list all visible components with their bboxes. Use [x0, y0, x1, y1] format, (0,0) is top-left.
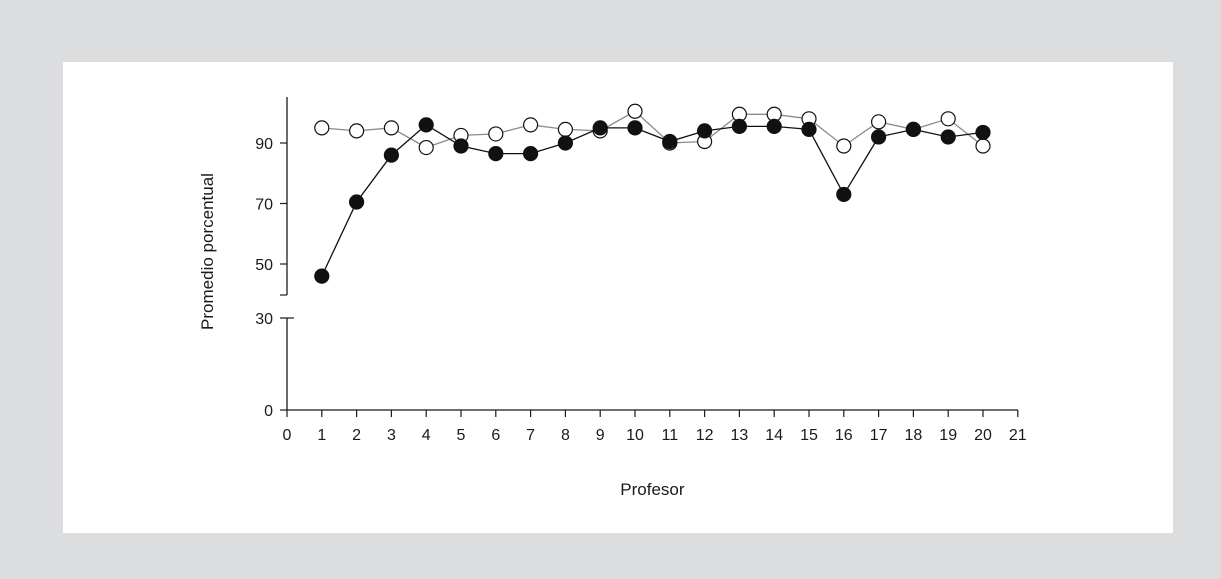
chart-panel: 0 1 2 3 4 5 6 7 8 9 10 11 12 13 14 15 16 17 18 19 20 21 0 30 50 7…: [63, 62, 1173, 533]
data-point-open: [314, 120, 330, 136]
data-point-filled: [418, 117, 434, 133]
data-point-filled: [662, 133, 678, 150]
data-point-open: [523, 117, 539, 133]
x-tick-label: 15: [800, 427, 818, 444]
x-tick-label: 7: [526, 427, 535, 444]
data-point-filled: [905, 121, 922, 137]
data-point-open: [870, 114, 887, 130]
x-tick-label: 4: [422, 427, 431, 444]
y-tick-label: 50: [255, 257, 273, 274]
y-tick-label: 0: [264, 403, 273, 420]
data-point-filled: [870, 129, 887, 145]
data-point-filled: [940, 129, 956, 145]
x-tick-label: 21: [1009, 427, 1027, 444]
y-tick-label: 90: [255, 136, 273, 153]
data-point-filled: [766, 118, 782, 134]
data-point-filled: [975, 124, 991, 141]
y-tick-label: 70: [255, 197, 273, 214]
data-point-filled: [731, 118, 748, 134]
x-tick-label: 8: [561, 427, 570, 444]
x-tick-label: 14: [765, 427, 783, 444]
x-tick-label: 20: [974, 427, 992, 444]
data-point-filled: [523, 145, 539, 162]
series-points: [314, 103, 991, 284]
data-point-filled: [836, 186, 852, 203]
x-tick-label: 13: [731, 427, 749, 444]
x-axis-title: Profesor: [620, 480, 685, 499]
data-point-open: [488, 126, 504, 142]
x-tick-label: 18: [905, 427, 923, 444]
line-chart: 0 1 2 3 4 5 6 7 8 9 10 11 12 13 14 15 16 17 18 19 20 21030507…: [198, 97, 1027, 499]
data-point-filled: [453, 138, 469, 154]
x-tick-label: 11: [661, 427, 678, 444]
data-point-filled: [557, 135, 573, 151]
data-point-filled: [696, 123, 713, 139]
data-point-open: [418, 139, 434, 156]
tick-labels: 0 1 2 3 4 5 6 7 8 9 10 11 12 13 14 15 16 17 18 19 20 21030507…: [255, 136, 1027, 444]
data-point-open: [975, 138, 991, 154]
data-point-filled: [627, 120, 643, 136]
x-tick-label: 3: [387, 427, 396, 444]
x-tick-label: 10: [626, 427, 644, 444]
data-point-open: [557, 121, 573, 137]
axes: [280, 97, 1019, 417]
x-tick-label: 19: [939, 427, 957, 444]
data-point-open: [383, 120, 399, 136]
data-point-filled: [314, 268, 330, 284]
data-point-open: [627, 103, 643, 119]
data-point-filled: [592, 120, 608, 136]
x-tick-label: 17: [870, 427, 888, 444]
x-tick-label: 6: [491, 427, 500, 444]
data-point-filled: [488, 145, 504, 162]
x-tick-label: 2: [352, 427, 361, 444]
x-tick-label: 0: [283, 427, 292, 444]
x-tick-label: 1: [317, 427, 326, 444]
y-axis-title: Promedio porcentual: [198, 173, 217, 330]
x-tick-label: 9: [596, 427, 605, 444]
data-point-open: [940, 111, 956, 127]
data-point-filled: [349, 194, 365, 210]
y-tick-label: 30: [255, 311, 273, 328]
data-point-open: [836, 138, 852, 154]
x-tick-label: 16: [835, 427, 853, 444]
data-point-open: [349, 123, 365, 139]
data-point-filled: [801, 121, 817, 137]
data-point-filled: [383, 147, 399, 163]
x-tick-label: 12: [696, 427, 714, 444]
x-tick-label: 5: [457, 427, 466, 444]
